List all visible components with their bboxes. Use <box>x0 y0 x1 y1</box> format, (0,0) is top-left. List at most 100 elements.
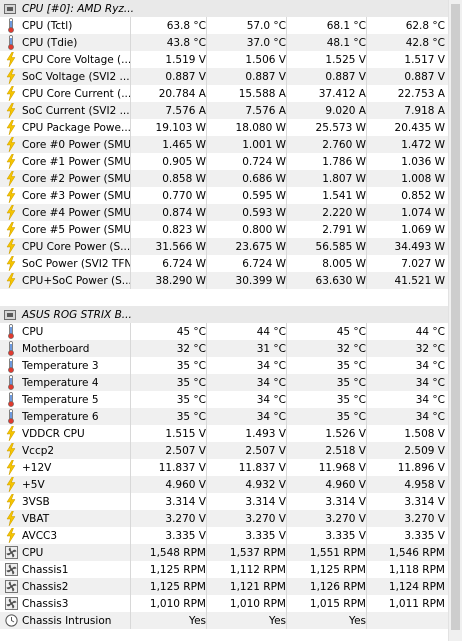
maximum-value: 1,126 RPM <box>309 580 366 593</box>
sensor-label: VDDCR CPU <box>22 427 85 440</box>
current-value: 4.960 V <box>165 478 206 491</box>
current-value: Yes <box>189 614 206 627</box>
sensor-row[interactable]: Temperature 6 35 °C 34 °C 35 °C 34 °C <box>0 408 462 425</box>
average-value: 32 °C <box>415 342 445 355</box>
sensor-row[interactable]: CPU Core Power (S... 31.566 W 23.675 W 56.5… <box>0 238 462 255</box>
minimum-value: 1,121 RPM <box>229 580 286 593</box>
sensor-row[interactable]: Core #1 Power (SMU) 0.905 W 0.724 W 1.786 W… <box>0 153 462 170</box>
column-divider <box>206 561 207 578</box>
column-divider <box>130 17 131 34</box>
sensor-row[interactable]: Chassis1 1,125 RPM 1,112 RPM 1,125 RPM 1,118… <box>0 561 462 578</box>
sensor-label: Chassis Intrusion <box>22 614 112 627</box>
column-divider <box>366 255 367 272</box>
column-divider <box>366 408 367 425</box>
average-value: 41.521 W <box>394 274 445 287</box>
fan-icon <box>4 579 18 594</box>
group-header[interactable]: ASUS ROG STRIX B... <box>0 306 462 323</box>
sensor-row[interactable]: Temperature 5 35 °C 34 °C 35 °C 34 °C <box>0 391 462 408</box>
sensor-row[interactable]: CPU (Tdie) 43.8 °C 37.0 °C 48.1 °C 42.8 °C <box>0 34 462 51</box>
sensor-row[interactable]: CPU (Tctl) 63.8 °C 57.0 °C 68.1 °C 62.8 °C <box>0 17 462 34</box>
column-divider <box>286 323 287 340</box>
lightning-icon <box>4 69 18 84</box>
column-divider <box>206 493 207 510</box>
sensor-label: CPU Package Powe... <box>22 121 130 134</box>
sensor-label: AVCC3 <box>22 529 58 542</box>
sensor-row[interactable]: CPU Package Powe... 19.103 W 18.080 W 25.57… <box>0 119 462 136</box>
minimum-value: 3.270 V <box>245 512 286 525</box>
column-divider <box>366 561 367 578</box>
sensor-row[interactable]: Chassis2 1,125 RPM 1,121 RPM 1,126 RPM 1,124… <box>0 578 462 595</box>
sensor-row[interactable]: CPU 1,548 RPM 1,537 RPM 1,551 RPM 1,546 RPM <box>0 544 462 561</box>
sensor-row[interactable]: CPU Core Current (... 20.784 A 15.588 A 37.… <box>0 85 462 102</box>
sensor-row[interactable]: SoC Voltage (SVI2 ... 0.887 V 0.887 V 0.887… <box>0 68 462 85</box>
maximum-value: 1,015 RPM <box>309 597 366 610</box>
sensor-label: VBAT <box>22 512 50 525</box>
column-divider <box>206 612 207 629</box>
column-divider <box>206 204 207 221</box>
sensor-row[interactable]: 3VSB 3.314 V 3.314 V 3.314 V 3.314 V <box>0 493 462 510</box>
sensor-row[interactable]: SoC Power (SVI2 TFN) 6.724 W 6.724 W 8.005 … <box>0 255 462 272</box>
maximum-value: 8.005 W <box>322 257 366 270</box>
current-value: 1.515 V <box>165 427 206 440</box>
minimum-value: 0.887 V <box>245 70 286 83</box>
column-divider <box>206 578 207 595</box>
column-divider <box>366 357 367 374</box>
column-divider <box>206 340 207 357</box>
sensor-row[interactable]: SoC Current (SVI2 ... 7.576 A 7.576 A 9.020… <box>0 102 462 119</box>
sensor-row[interactable]: Chassis3 1,010 RPM 1,010 RPM 1,015 RPM 1,011… <box>0 595 462 612</box>
maximum-value: 3.314 V <box>325 495 366 508</box>
sensor-row[interactable]: +5V 4.960 V 4.932 V 4.960 V 4.958 V <box>0 476 462 493</box>
lightning-icon <box>4 103 18 118</box>
maximum-value: 3.335 V <box>325 529 366 542</box>
scrollbar-thumb[interactable] <box>451 4 460 630</box>
group-header[interactable]: CPU [#0]: AMD Ryz... <box>0 0 462 17</box>
average-value: 7.918 A <box>404 104 445 117</box>
sensor-row[interactable]: AVCC3 3.335 V 3.335 V 3.335 V 3.335 V <box>0 527 462 544</box>
column-divider <box>286 255 287 272</box>
sensor-row[interactable]: +12V 11.837 V 11.837 V 11.968 V 11.896 V <box>0 459 462 476</box>
lightning-icon <box>4 426 18 441</box>
current-value: 1,125 RPM <box>149 580 206 593</box>
column-divider <box>366 238 367 255</box>
minimum-value: 11.837 V <box>238 461 286 474</box>
sensor-row[interactable]: Temperature 4 35 °C 34 °C 35 °C 34 °C <box>0 374 462 391</box>
sensor-row[interactable]: Chassis Intrusion Yes Yes Yes <box>0 612 462 629</box>
column-divider <box>286 68 287 85</box>
sensor-row[interactable]: Vccp2 2.507 V 2.507 V 2.518 V 2.509 V <box>0 442 462 459</box>
vertical-scrollbar[interactable] <box>448 0 462 641</box>
minimum-value: 0.724 W <box>242 155 286 168</box>
sensor-row[interactable]: VDDCR CPU 1.515 V 1.493 V 1.526 V 1.508 V <box>0 425 462 442</box>
sensor-row[interactable]: Core #2 Power (SMU) 0.858 W 0.686 W 1.807 W… <box>0 170 462 187</box>
average-value: 1,124 RPM <box>388 580 445 593</box>
column-divider <box>206 527 207 544</box>
column-divider <box>130 493 131 510</box>
sensor-row[interactable]: Core #3 Power (SMU) 0.770 W 0.595 W 1.541 W… <box>0 187 462 204</box>
current-value: 35 °C <box>176 393 206 406</box>
sensor-label: Motherboard <box>22 342 90 355</box>
maximum-value: 32 °C <box>336 342 366 355</box>
average-value: 22.753 A <box>397 87 445 100</box>
sensor-row[interactable]: Temperature 3 35 °C 34 °C 35 °C 34 °C <box>0 357 462 374</box>
current-value: 1,548 RPM <box>149 546 206 559</box>
sensor-row[interactable]: CPU Core Voltage (... 1.519 V 1.506 V 1.525… <box>0 51 462 68</box>
sensor-row[interactable]: Core #0 Power (SMU) 1.465 W 1.001 W 2.760 W… <box>0 136 462 153</box>
column-divider <box>130 153 131 170</box>
column-divider <box>286 425 287 442</box>
column-divider <box>206 510 207 527</box>
sensor-row[interactable]: Core #5 Power (SMU) 0.823 W 0.800 W 2.791 W… <box>0 221 462 238</box>
minimum-value: 2.507 V <box>245 444 286 457</box>
sensor-row[interactable]: VBAT 3.270 V 3.270 V 3.270 V 3.270 V <box>0 510 462 527</box>
current-value: 3.314 V <box>165 495 206 508</box>
column-divider <box>206 323 207 340</box>
sensor-row[interactable]: Motherboard 32 °C 31 °C 32 °C 32 °C <box>0 340 462 357</box>
column-divider <box>130 459 131 476</box>
column-divider <box>130 408 131 425</box>
average-value: 1.508 V <box>404 427 445 440</box>
column-divider <box>286 374 287 391</box>
column-divider <box>130 221 131 238</box>
sensor-row[interactable]: CPU+SoC Power (S... 38.290 W 30.399 W 63.63… <box>0 272 462 289</box>
minimum-value: 1,537 RPM <box>229 546 286 559</box>
sensor-row[interactable]: Core #4 Power (SMU) 0.874 W 0.593 W 2.220 W… <box>0 204 462 221</box>
sensor-row[interactable]: CPU 45 °C 44 °C 45 °C 44 °C <box>0 323 462 340</box>
column-divider <box>206 374 207 391</box>
